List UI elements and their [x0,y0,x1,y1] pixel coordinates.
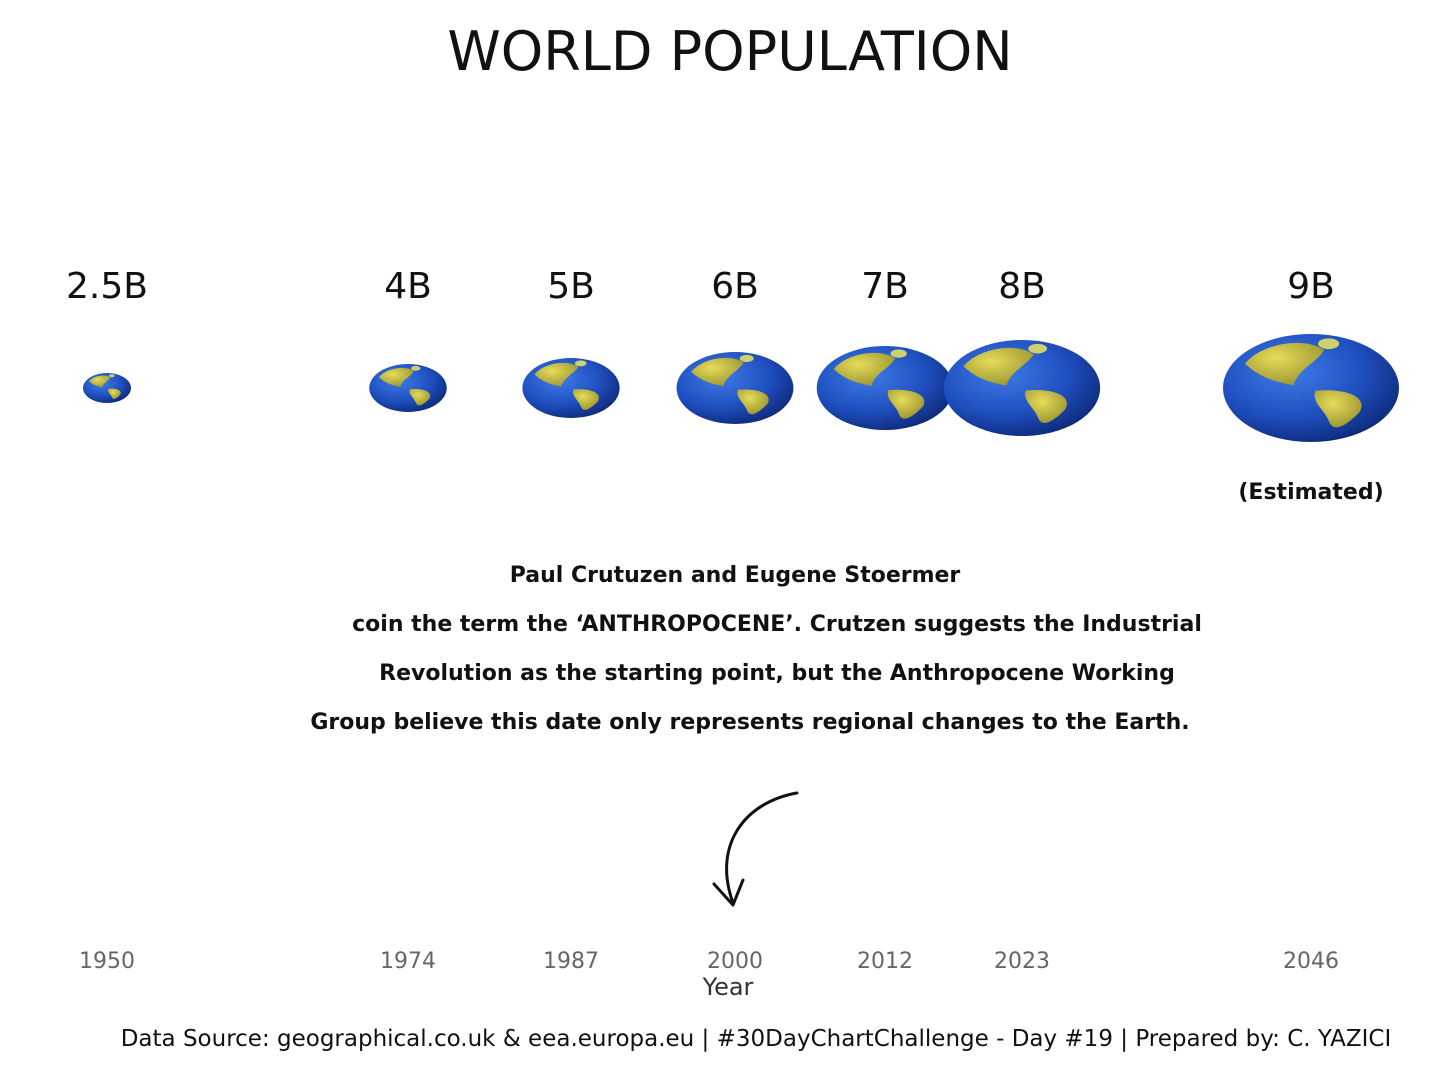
data-source-caption: Data Source: geographical.co.uk & eea.eu… [121,1026,1392,1052]
x-tick-label: 2023 [994,949,1050,974]
globe-icon [522,358,620,418]
globe-land-south-america [572,389,599,410]
globe-markers [83,334,1399,442]
value-label: 4B [384,266,432,307]
value-label: 5B [547,266,595,307]
globe-land-north-america [378,367,414,387]
globe-land-north-america [963,347,1034,386]
annotation-line: Group believe this date only represents … [310,710,1189,735]
globe-icon [676,352,794,424]
globe-land-greenland [1028,343,1048,354]
globe-land-north-america [534,362,579,387]
globe-land-south-america [887,389,925,419]
estimated-note: (Estimated) [1238,480,1383,505]
x-axis-title: Year [702,973,754,1001]
globe-land-south-america [409,389,431,406]
globe-icon [943,340,1101,436]
globe-land-south-america [1025,390,1067,423]
x-tick-label: 2046 [1283,949,1339,974]
globe-icon [1223,334,1399,442]
globe-land-greenland [574,360,587,367]
value-label: 2.5B [66,266,148,307]
value-labels: 2.5B 4B 5B 6B 7B 8B 9B [66,266,1335,307]
annotation-text: Paul Crutuzen and Eugene Stoermer coin t… [310,563,1201,735]
globe-land-greenland [739,354,754,363]
annotation-line: coin the term the ‘ANTHROPOCENE’. Crutze… [352,612,1202,637]
x-tick-label: 1987 [543,949,599,974]
value-label: 7B [861,266,909,307]
x-tick-label: 2000 [707,949,763,974]
globe-land-greenland [108,374,115,378]
globe-land-south-america [737,389,769,415]
globe-land-south-america [1314,390,1362,428]
globe-land-north-america [691,357,744,387]
x-tick-label: 1950 [79,949,135,974]
globe-land-north-america [833,352,896,386]
chart-title: WORLD POPULATION [447,20,1012,83]
x-tick-label: 1974 [380,949,436,974]
value-label: 6B [711,266,759,307]
globe-land-north-america [89,375,111,388]
globe-icon [83,373,131,403]
globe-icon [816,346,954,430]
globe-land-north-america [1245,342,1325,386]
globe-land-greenland [411,365,421,371]
annotation-line: Revolution as the starting point, but th… [379,661,1175,686]
globe-land-greenland [1318,338,1340,350]
annotation-arrow [712,791,799,907]
annotation-line: Paul Crutuzen and Eugene Stoermer [510,563,961,588]
value-label: 8B [998,266,1046,307]
globe-land-south-america [107,388,121,399]
globe-land-greenland [890,349,907,358]
x-axis-ticks: 1950 1974 1987 2000 2012 2023 2046 [79,949,1339,974]
globe-icon [369,364,447,412]
x-tick-label: 2012 [857,949,913,974]
value-label: 9B [1287,266,1335,307]
